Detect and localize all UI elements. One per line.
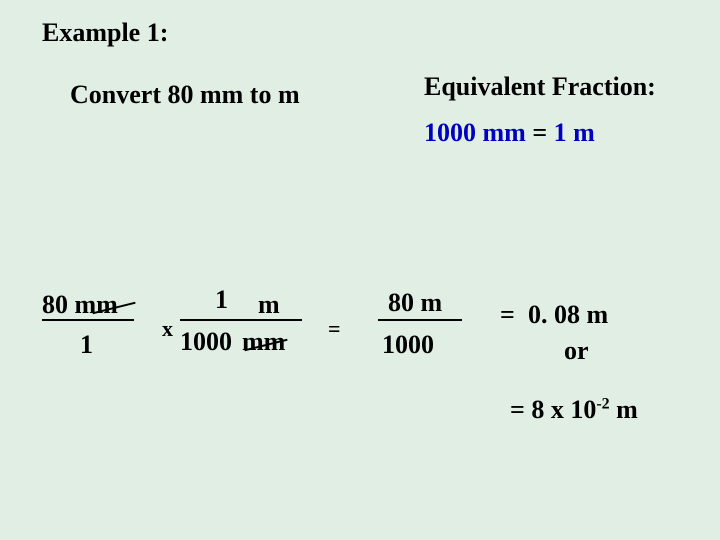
sci-exponent: -2	[596, 395, 609, 412]
result-decimal: 0. 08 m	[528, 300, 608, 330]
frac1-denominator: 1	[80, 330, 93, 360]
times-operator: x	[162, 316, 173, 342]
equivalent-title: Equivalent Fraction:	[424, 72, 656, 102]
result-scientific: = 8 x 10-2 m	[510, 395, 638, 425]
frac3-denominator: 1000	[382, 330, 434, 360]
equals-1: =	[328, 316, 341, 342]
or-text: or	[564, 336, 589, 366]
equiv-rhs: 1 m	[554, 118, 595, 147]
frac2-vinculum	[180, 319, 302, 321]
equiv-lhs: 1000 mm	[424, 118, 526, 147]
sci-prefix: = 8 x 10	[510, 395, 596, 424]
equivalent-equation: 1000 mm = 1 m	[424, 118, 595, 148]
frac2-den-value: 1000	[180, 327, 232, 357]
example-title: Example 1:	[42, 18, 168, 48]
convert-text: Convert 80 mm to m	[70, 80, 300, 110]
frac2-num-value: 1	[215, 285, 228, 315]
frac2-num-unit: m	[258, 290, 280, 320]
equiv-eq-sign: =	[526, 118, 554, 147]
frac1-numerator: 80 mm	[42, 290, 118, 320]
frac3-vinculum	[378, 319, 462, 321]
sci-suffix: m	[610, 395, 638, 424]
frac3-numerator: 80 m	[388, 288, 442, 318]
equals-2: =	[500, 300, 515, 330]
frac1-vinculum	[42, 319, 134, 321]
